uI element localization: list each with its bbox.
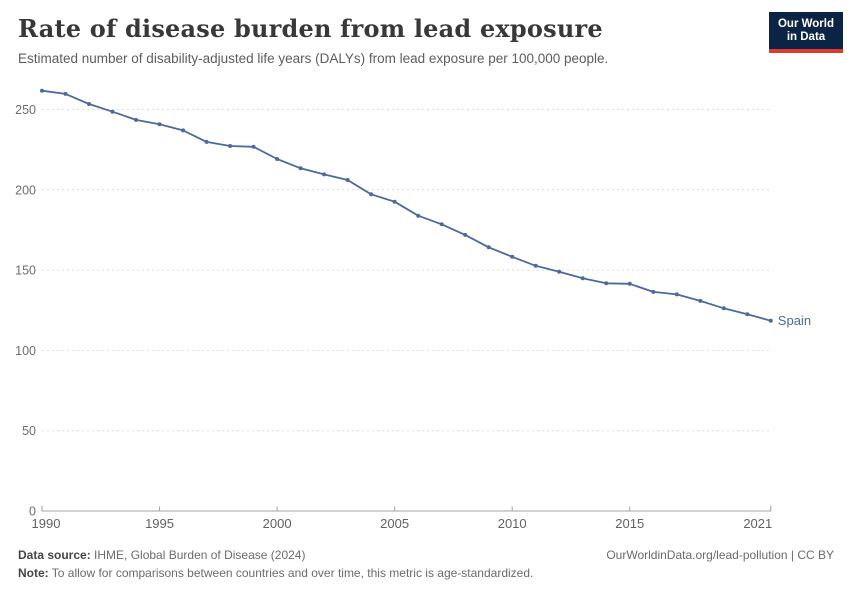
x-axis-tick-label-1990: 1990: [32, 516, 61, 531]
data-source-label: Data source:: [18, 548, 91, 562]
owid-citation-link[interactable]: OurWorldinData.org/lead-pollution | CC B…: [606, 548, 834, 562]
data-point-2011[interactable]: [533, 263, 538, 268]
y-axis-tick-label-100: 100: [15, 344, 36, 358]
x-axis-tick-label-2015: 2015: [615, 516, 644, 531]
series-label-spain[interactable]: Spain: [778, 313, 811, 328]
data-point-1998[interactable]: [228, 144, 233, 148]
data-point-2008[interactable]: [463, 232, 468, 237]
chart-footer: Data source: IHME, Global Burden of Dise…: [18, 546, 834, 582]
data-point-1993[interactable]: [110, 109, 115, 114]
series-spain[interactable]: Spain: [40, 88, 811, 328]
note-value: To allow for comparisons between countri…: [48, 566, 534, 580]
data-point-2017[interactable]: [674, 292, 679, 297]
data-point-2020[interactable]: [745, 312, 750, 317]
data-point-2010[interactable]: [510, 254, 515, 259]
x-axis-line: [41, 505, 772, 512]
data-source-value: IHME, Global Burden of Disease (2024): [90, 548, 306, 562]
data-point-2000[interactable]: [275, 157, 280, 161]
data-point-2003[interactable]: [345, 178, 350, 182]
series-line-spain[interactable]: [41, 89, 772, 322]
x-axis-tick-label-2021: 2021: [743, 516, 772, 531]
owid-logo[interactable]: Our World in Data: [769, 12, 843, 53]
x-axis-tick-label-1995: 1995: [145, 516, 174, 531]
data-point-2012[interactable]: [557, 269, 562, 274]
data-point-1992[interactable]: [87, 102, 91, 106]
data-point-2001[interactable]: [298, 166, 303, 171]
data-point-1990[interactable]: [40, 88, 44, 93]
data-point-1994[interactable]: [134, 117, 138, 122]
y-axis-tick-label-0: 0: [29, 505, 36, 519]
data-point-2013[interactable]: [580, 276, 585, 281]
y-axis-tick-label-50: 50: [22, 424, 36, 438]
data-point-1999[interactable]: [251, 144, 256, 149]
owid-logo-text-line1: Our World: [777, 18, 834, 30]
data-point-2015[interactable]: [627, 281, 632, 286]
data-point-2019[interactable]: [721, 306, 726, 311]
x-axis-tick-label-2005: 2005: [380, 516, 409, 531]
note-text: Note: To allow for comparisons between c…: [18, 564, 834, 582]
owid-logo-text-line2: in Data: [786, 31, 826, 43]
y-axis-tick-label-250: 250: [15, 103, 36, 117]
data-point-1991[interactable]: [63, 91, 68, 96]
note-label: Note:: [18, 566, 49, 580]
chart-subtitle: Estimated number of disability-adjusted …: [18, 51, 609, 66]
data-point-2002[interactable]: [322, 172, 327, 177]
data-point-2004[interactable]: [369, 192, 374, 197]
data-point-2016[interactable]: [651, 289, 656, 294]
data-point-1995[interactable]: [157, 122, 162, 127]
data-point-1996[interactable]: [181, 128, 186, 133]
x-axis-tick-label-2010: 2010: [498, 516, 527, 531]
data-source-text: Data source: IHME, Global Burden of Dise…: [18, 546, 305, 564]
data-point-2009[interactable]: [486, 245, 491, 250]
data-point-2006[interactable]: [416, 213, 421, 218]
data-point-2018[interactable]: [698, 298, 703, 303]
data-point-2021[interactable]: [768, 318, 773, 323]
data-point-1997[interactable]: [204, 139, 209, 144]
y-axis-tick-label-200: 200: [15, 183, 36, 197]
x-axis-tick-label-2000: 2000: [263, 516, 292, 531]
data-point-2007[interactable]: [439, 222, 444, 227]
data-point-2005[interactable]: [392, 199, 397, 204]
data-point-2014[interactable]: [604, 281, 609, 286]
y-axis-tick-label-150: 150: [15, 264, 36, 278]
page-title: Rate of disease burden from lead exposur…: [18, 14, 603, 43]
